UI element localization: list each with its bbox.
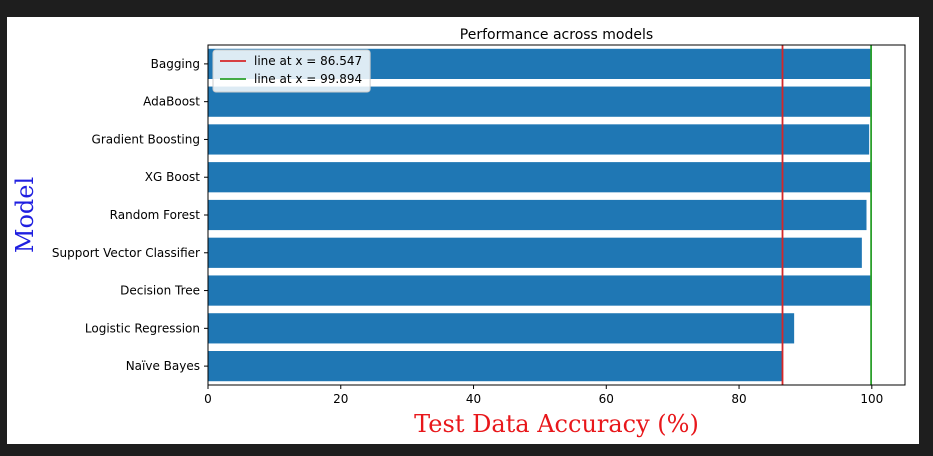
bar xyxy=(208,162,872,193)
x-tick-label: 0 xyxy=(204,392,212,406)
chart-title: Performance across models xyxy=(460,27,653,43)
y-tick-label: XG Boost xyxy=(145,170,201,184)
y-axis-ticks: Bagging AdaBoost Gradient Boosting XG Boost… xyxy=(52,57,208,373)
y-tick-label: AdaBoost xyxy=(143,95,200,109)
y-tick-label: Random Forest xyxy=(110,208,201,222)
x-tick-label: 80 xyxy=(731,392,746,406)
bar-chart: Performance across models Bagging AdaBoos… xyxy=(11,27,906,438)
x-tick-label: 20 xyxy=(333,392,348,406)
x-tick-label: 60 xyxy=(599,392,614,406)
y-tick-label: Decision Tree xyxy=(120,284,200,298)
y-tick-label: Naïve Bayes xyxy=(126,359,200,373)
bar xyxy=(208,124,870,155)
x-axis-label: Test Data Accuracy (%) xyxy=(414,410,699,438)
bars-layer xyxy=(208,48,872,382)
legend-entry: line at x = 86.547 xyxy=(254,54,362,68)
bar xyxy=(208,275,872,306)
bar xyxy=(208,313,795,344)
legend: line at x = 86.547 line at x = 99.894 xyxy=(212,49,371,93)
reference-lines-layer xyxy=(781,45,873,385)
chart-panel: Performance across models Bagging AdaBoos… xyxy=(7,17,919,444)
bar xyxy=(208,237,862,268)
y-tick-label: Gradient Boosting xyxy=(92,132,200,146)
y-tick-label: Bagging xyxy=(151,57,200,71)
y-axis-label: Model xyxy=(11,177,39,253)
x-axis-ticks: 0 20 40 60 80 100 xyxy=(204,385,883,406)
x-tick-label: 40 xyxy=(466,392,481,406)
y-tick-label: Logistic Regression xyxy=(85,321,200,335)
bar xyxy=(208,351,783,382)
legend-box xyxy=(212,49,371,93)
bar xyxy=(208,199,867,231)
y-tick-label: Support Vector Classifier xyxy=(52,246,200,260)
legend-entry: line at x = 99.894 xyxy=(254,72,362,86)
x-tick-label: 100 xyxy=(860,392,883,406)
